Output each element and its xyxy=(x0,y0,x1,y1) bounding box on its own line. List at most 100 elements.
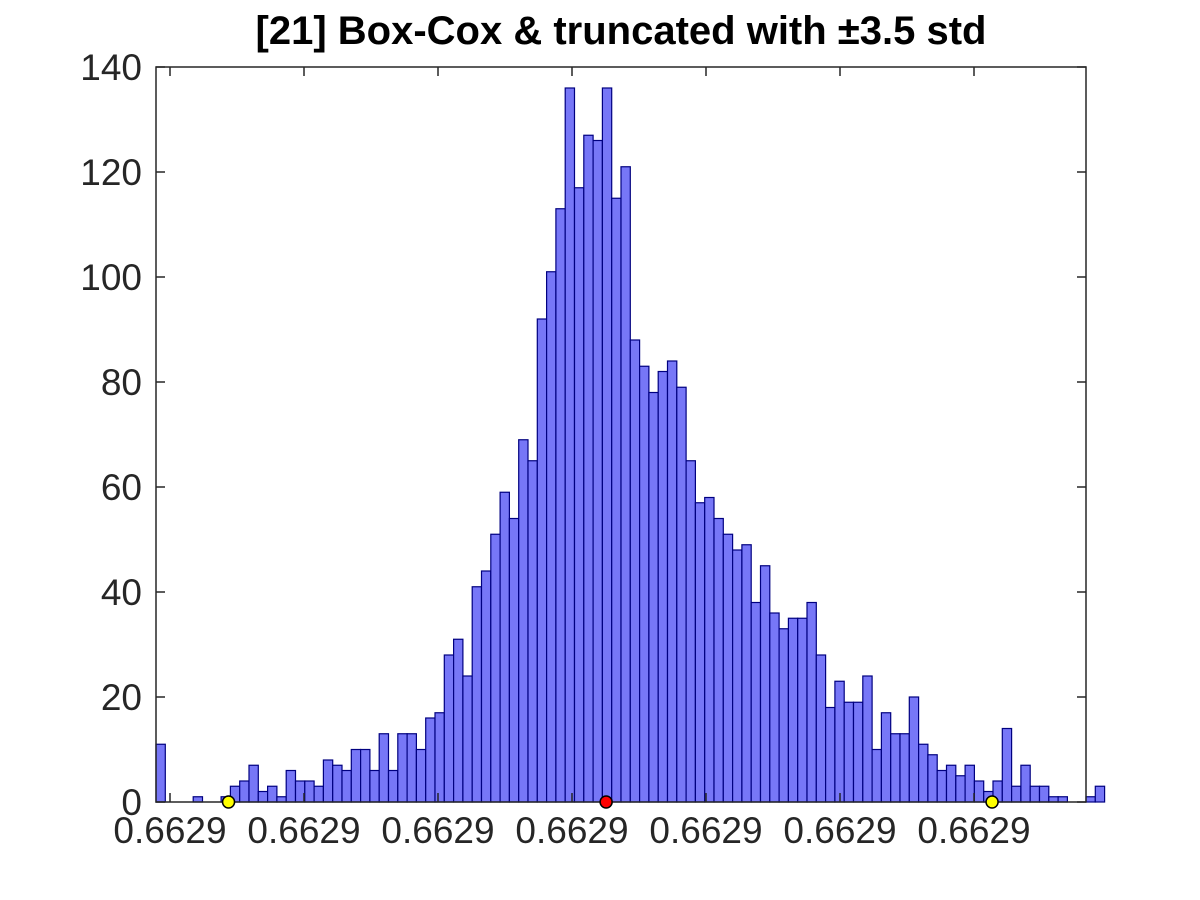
histogram-bar xyxy=(378,733,390,803)
plot-area-frame xyxy=(155,66,1087,803)
histogram-bar xyxy=(248,764,259,803)
histogram-bar xyxy=(704,496,715,803)
histogram-bar xyxy=(443,654,455,803)
histogram-bar xyxy=(945,764,957,803)
histogram-bar xyxy=(750,601,762,803)
mean-marker xyxy=(599,795,613,809)
histogram-bar xyxy=(648,391,659,803)
histogram-bar xyxy=(1085,796,1096,803)
histogram-bar xyxy=(1048,796,1059,803)
histogram-bar xyxy=(1029,785,1041,803)
histogram-bar xyxy=(1038,785,1050,803)
histogram-bar xyxy=(471,586,483,803)
x-axis-tick-labels: 0.6629 0.6629 0.6629 0.6629 0.6629 0.6629 0.66… xyxy=(113,810,1030,851)
histogram-bar xyxy=(415,748,427,803)
histogram-bar xyxy=(685,460,696,803)
histogram-bar xyxy=(629,339,641,803)
histogram-bar xyxy=(397,733,408,803)
histogram-bar xyxy=(406,733,418,803)
histogram-bar xyxy=(917,743,929,803)
histogram-bar xyxy=(350,748,362,803)
histogram-bar xyxy=(964,764,975,803)
histogram-bar xyxy=(239,780,250,803)
histogram-bar xyxy=(890,733,901,803)
y-tick-label: 120 xyxy=(80,152,142,193)
y-tick-label: 140 xyxy=(80,47,142,88)
y-tick-label: 80 xyxy=(101,362,142,403)
x-tick-label: 0.6629 xyxy=(649,810,762,851)
reference-markers xyxy=(221,795,999,809)
histogram-bar xyxy=(806,601,817,803)
histogram-bar xyxy=(852,701,864,803)
histogram-bar xyxy=(927,754,938,803)
histogram-bar xyxy=(778,628,789,803)
histogram-bar xyxy=(592,139,603,803)
histogram-bar xyxy=(341,769,352,803)
histogram-bar xyxy=(518,439,529,803)
histogram-bar xyxy=(620,166,631,803)
x-tick-label: 0.6629 xyxy=(515,810,628,851)
histogram-bar xyxy=(694,502,706,803)
histogram-bar xyxy=(769,612,780,803)
histogram-bar xyxy=(611,197,622,803)
histogram-bar xyxy=(490,533,501,803)
histogram-bar xyxy=(545,271,557,803)
histogram-bar xyxy=(843,701,855,803)
histogram-bar xyxy=(304,780,315,803)
histogram-bar xyxy=(499,491,511,803)
histogram-bar xyxy=(834,680,845,803)
y-tick-label: 100 xyxy=(80,257,142,298)
y-tick-label: 40 xyxy=(101,572,142,613)
histogram-bar xyxy=(601,87,613,803)
x-tick-label: 0.6629 xyxy=(381,810,494,851)
histogram-bar xyxy=(741,544,752,803)
histogram-bar xyxy=(797,617,808,803)
y-tick-label: 20 xyxy=(101,677,142,718)
histogram-bar xyxy=(527,460,538,803)
histogram-bar xyxy=(676,386,687,803)
histogram-bar xyxy=(973,780,985,803)
histogram-bar xyxy=(155,743,166,803)
histogram-bar xyxy=(880,712,892,803)
histogram-bar xyxy=(313,785,325,803)
histogram-bar xyxy=(657,370,669,803)
histogram-bar xyxy=(257,790,269,803)
histogram-bar xyxy=(276,796,287,803)
histogram-bar xyxy=(192,796,204,803)
histogram-bar xyxy=(824,706,836,803)
histogram-bar xyxy=(908,696,920,803)
histogram-bar xyxy=(583,134,594,803)
histogram-bar xyxy=(815,654,827,803)
histogram-bar xyxy=(862,675,873,803)
x-tick-label: 0.6629 xyxy=(917,810,1030,851)
histogram-bar xyxy=(480,570,492,803)
histogram-bar xyxy=(713,517,724,803)
histogram-bar xyxy=(369,769,380,803)
histogram-bar xyxy=(434,712,445,803)
x-tick-label: 0.6629 xyxy=(113,810,226,851)
histogram-bar xyxy=(759,565,771,803)
histogram-bar xyxy=(462,675,473,803)
histogram-bar xyxy=(1057,796,1068,803)
histogram-bar xyxy=(955,775,966,803)
histogram-bar xyxy=(564,87,576,803)
axis-ticks xyxy=(156,66,1086,803)
histogram-bar xyxy=(573,187,585,803)
histogram-bar xyxy=(555,208,566,803)
histogram-bar xyxy=(722,533,734,803)
x-tick-label: 0.6629 xyxy=(247,810,360,851)
histogram-bar xyxy=(936,769,948,803)
histogram-bar xyxy=(731,549,743,803)
histogram-bar xyxy=(360,748,371,803)
chart-title: [21] Box-Cox & truncated with ±3.5 std xyxy=(256,9,987,53)
histogram-bar xyxy=(666,360,678,803)
histogram-bar xyxy=(508,517,520,803)
histogram-bar xyxy=(332,764,343,803)
y-axis-tick-labels: 0 20 40 60 80 100 120 140 xyxy=(80,47,142,823)
histogram-bar xyxy=(387,769,399,803)
histogram-bar xyxy=(285,769,297,803)
bound-marker xyxy=(985,795,999,809)
y-tick-label: 0 xyxy=(121,782,142,823)
bound-marker xyxy=(221,795,236,809)
